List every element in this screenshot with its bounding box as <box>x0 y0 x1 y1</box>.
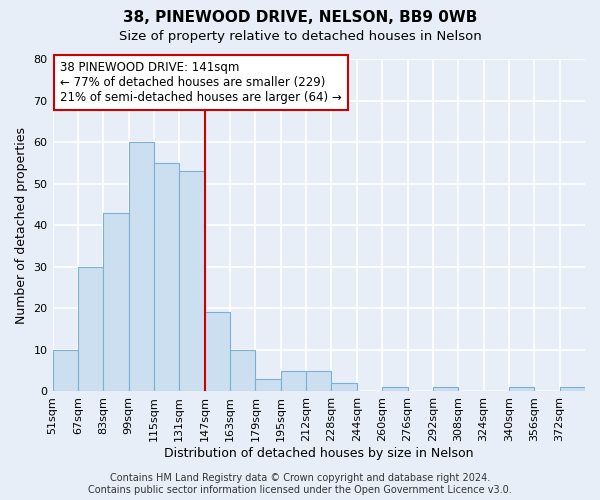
Text: 38 PINEWOOD DRIVE: 141sqm
← 77% of detached houses are smaller (229)
21% of semi: 38 PINEWOOD DRIVE: 141sqm ← 77% of detac… <box>60 61 342 104</box>
Bar <box>128 142 154 392</box>
Text: 38, PINEWOOD DRIVE, NELSON, BB9 0WB: 38, PINEWOOD DRIVE, NELSON, BB9 0WB <box>123 10 477 25</box>
Bar <box>433 388 458 392</box>
Text: Contains HM Land Registry data © Crown copyright and database right 2024.
Contai: Contains HM Land Registry data © Crown c… <box>88 474 512 495</box>
Bar <box>509 388 534 392</box>
Text: Size of property relative to detached houses in Nelson: Size of property relative to detached ho… <box>119 30 481 43</box>
X-axis label: Distribution of detached houses by size in Nelson: Distribution of detached houses by size … <box>164 447 473 460</box>
Bar <box>382 388 407 392</box>
Bar <box>560 388 585 392</box>
Bar <box>331 383 357 392</box>
Bar <box>230 350 256 392</box>
Bar <box>205 312 230 392</box>
Bar <box>179 171 205 392</box>
Bar <box>256 379 281 392</box>
Y-axis label: Number of detached properties: Number of detached properties <box>15 126 28 324</box>
Bar <box>154 163 179 392</box>
Bar <box>53 350 78 392</box>
Bar <box>78 267 103 392</box>
Bar <box>306 370 331 392</box>
Bar <box>103 213 128 392</box>
Bar <box>281 370 306 392</box>
